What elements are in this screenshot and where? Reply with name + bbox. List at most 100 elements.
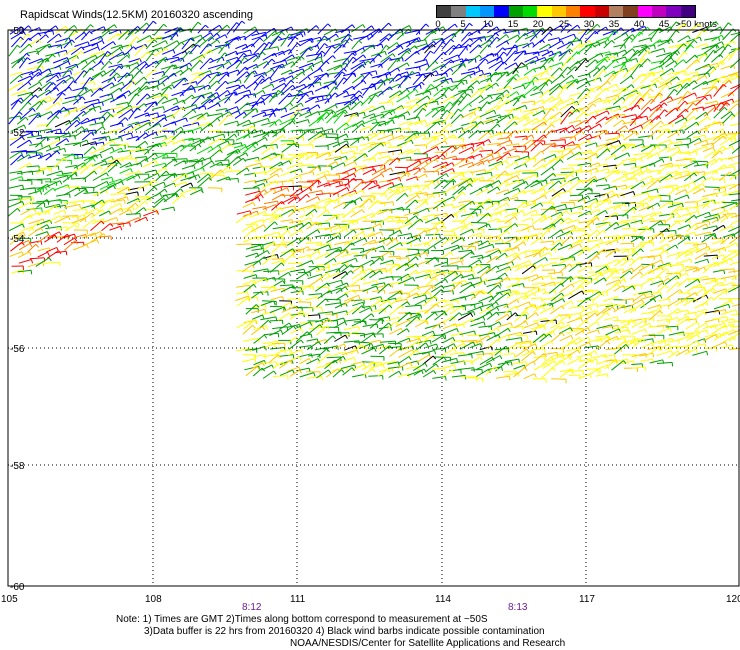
wind-barb [290,153,303,160]
wind-barb-feather [580,43,584,47]
wind-barb [486,174,499,182]
wind-barb [317,209,328,218]
wind-barb [47,199,61,203]
wind-barb-feather [615,212,619,217]
wind-barb [162,135,175,142]
wind-barb [332,162,344,169]
wind-barb [594,58,606,69]
wind-barb [271,201,283,211]
wind-barb [665,170,678,175]
wind-barb-feather [251,225,255,230]
wind-barb [415,90,430,96]
wind-barb [54,132,70,140]
wind-barb-feather [45,34,49,39]
wind-barb-feather [508,152,512,157]
wind-barb-feather [242,84,246,89]
wind-barb [10,154,22,166]
wind-barb [35,100,44,111]
wind-barb-feather [478,44,482,49]
wind-barb [657,80,670,89]
wind-barb-feather [38,39,42,44]
wind-barb-feather [133,46,137,50]
wind-barb [503,223,516,232]
wind-barb [128,148,144,152]
wind-barb [641,188,658,194]
wind-barb-feather [233,133,238,138]
wind-barb [353,153,366,162]
wind-barb [433,76,445,83]
wind-barb [577,195,589,203]
wind-barb [458,146,473,155]
wind-barb-feather [637,105,641,110]
wind-barb-feather [143,148,145,153]
wind-barb-feather [113,185,116,190]
wind-barb [674,69,686,76]
wind-barb [540,188,554,197]
wind-barb-feather [202,167,205,172]
wind-barb-feather [49,96,52,101]
wind-barb [443,134,455,142]
wind-barb [449,173,464,181]
wind-barb [80,88,92,97]
wind-barb-feather [117,33,122,37]
wind-barb-feather [17,208,21,212]
wind-barb [208,71,220,84]
wind-barb [245,141,257,148]
wind-barb-feather [21,176,24,181]
wind-barb-feather [52,30,55,35]
wind-barb-feather [662,248,665,253]
wind-barb-feather [83,70,88,74]
wind-barb [423,158,437,168]
wind-barb [677,236,689,245]
wind-barb [190,54,203,63]
wind-barb [290,56,302,68]
wind-barb [569,130,582,140]
wind-barb-feather [376,180,378,185]
wind-barb-feather [515,115,520,120]
wind-barb-feather [66,175,69,180]
wind-barb [712,224,724,232]
wind-barb-feather [560,218,565,223]
wind-barb-feather [145,217,149,222]
wind-barb-feather [452,186,456,191]
wind-barb [295,119,309,124]
wind-barb-feather [46,224,50,229]
wind-barb [415,63,428,69]
wind-barb [261,27,275,37]
wind-barb-feather [460,114,464,118]
wind-barb [675,51,685,63]
wind-barb-feather [359,197,363,202]
wind-barb [81,204,94,209]
wind-barb [289,71,303,83]
wind-barb [307,131,322,141]
wind-barb-feather [731,113,736,117]
wind-barb [475,58,486,70]
wind-barb [659,76,674,85]
wind-barb-feather [317,205,320,210]
wind-barb [182,109,194,118]
wind-barb [623,89,637,97]
wind-barb [235,57,245,70]
wind-barb-feather [637,49,641,54]
wind-barb [612,106,627,112]
wind-barb-feather [444,179,448,184]
wind-barb-feather [154,101,158,106]
wind-barb [289,188,301,198]
wind-barb-feather [488,198,492,203]
wind-barb [397,156,411,160]
wind-barb [533,81,546,92]
wind-barb-feather [595,167,599,172]
wind-barb-feather [480,205,484,209]
wind-barb-feather [119,47,123,52]
wind-barb-feather [26,57,31,61]
wind-barb [295,153,306,162]
wind-barb-feather [245,44,248,49]
wind-barb [704,213,719,219]
wind-barb [592,177,606,183]
wind-barb [621,58,637,64]
wind-barb [460,212,477,217]
wind-barb [495,40,507,48]
wind-barb-feather [308,129,313,134]
wind-barb-feather [381,44,384,49]
wind-barb-feather [56,150,61,155]
